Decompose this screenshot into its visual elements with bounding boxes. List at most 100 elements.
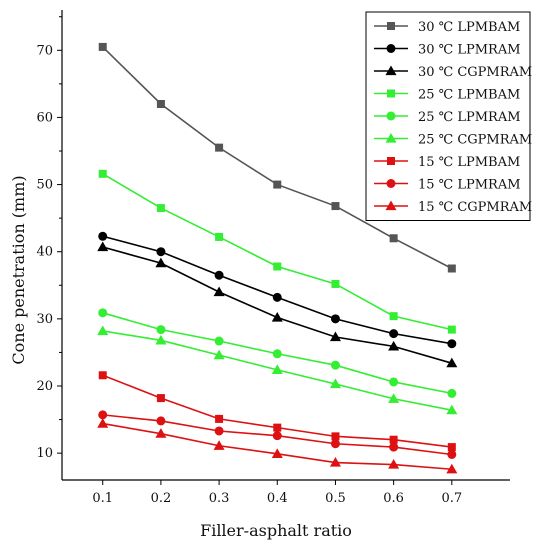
data-point <box>98 231 108 241</box>
data-point <box>98 169 107 178</box>
data-point <box>389 442 399 452</box>
legend-label: 15 ℃ LPMRAM <box>418 178 521 193</box>
legend-item: 15 ℃ LPMBAM <box>374 155 520 170</box>
y-tick-label: 70 <box>36 43 53 58</box>
legend-item: 30 ℃ LPMRAM <box>374 43 521 58</box>
y-axis-label: Cone penetration (mm) <box>9 175 28 364</box>
data-point <box>329 331 341 342</box>
x-tick-label: 0.6 <box>383 491 404 506</box>
x-tick-label: 0.2 <box>151 491 172 506</box>
data-point <box>389 234 398 243</box>
axes: Filler-asphalt ratio Cone penetration (m… <box>9 10 510 540</box>
data-point <box>271 312 283 322</box>
data-point <box>446 357 458 368</box>
legend-label: 30 ℃ CGPMRAM <box>418 65 532 80</box>
data-point <box>386 44 396 53</box>
data-point <box>330 439 340 449</box>
data-point <box>97 325 109 336</box>
data-point <box>446 404 458 415</box>
legend-item: 15 ℃ LPMRAM <box>374 178 521 193</box>
series <box>97 241 458 368</box>
data-point <box>97 418 109 428</box>
data-point <box>98 410 108 420</box>
legend-item: 25 ℃ LPMRAM <box>374 110 521 125</box>
data-point <box>155 428 167 438</box>
data-point <box>331 432 340 441</box>
data-point <box>387 89 395 98</box>
series <box>98 42 456 273</box>
data-point <box>98 308 108 318</box>
data-point <box>215 414 224 423</box>
legend-label: 30 ℃ LPMBAM <box>418 20 520 35</box>
series <box>98 169 456 334</box>
data-point <box>213 349 225 360</box>
data-point <box>386 111 396 121</box>
x-tick-label: 0.7 <box>441 491 462 506</box>
data-point <box>447 264 456 273</box>
data-point <box>271 364 283 375</box>
data-point <box>330 314 340 324</box>
data-point <box>447 325 456 334</box>
data-point <box>447 449 457 459</box>
legend: 30 ℃ LPMBAM 30 ℃ LPMRAM 30 ℃ CGPMRAM 25 ℃ L… <box>365 11 532 221</box>
data-point <box>156 416 166 426</box>
data-point <box>273 180 282 189</box>
data-point <box>156 394 165 403</box>
legend-item: 25 ℃ LPMBAM <box>374 88 520 103</box>
data-point <box>331 202 340 211</box>
y-tick-label: 30 <box>36 312 53 327</box>
series <box>98 410 457 459</box>
data-point <box>214 426 224 436</box>
data-point <box>388 340 400 351</box>
data-point <box>272 431 282 441</box>
y-tick-label: 50 <box>36 178 53 193</box>
data-point <box>329 378 341 389</box>
legend-item: 30 ℃ CGPMRAM <box>374 65 532 80</box>
legend-label: 30 ℃ LPMRAM <box>418 43 521 58</box>
x-tick-label: 0.1 <box>92 491 113 506</box>
data-point <box>215 232 224 241</box>
data-point <box>98 42 107 51</box>
data-point <box>98 371 107 380</box>
data-point <box>388 459 400 469</box>
plot-area <box>97 42 458 474</box>
data-point <box>386 179 396 188</box>
data-point <box>331 279 340 288</box>
legend-item: 30 ℃ LPMBAM <box>374 20 520 35</box>
legend-item: 25 ℃ CGPMRAM <box>374 133 532 148</box>
data-point <box>273 262 282 271</box>
data-point <box>389 435 398 444</box>
data-point <box>155 257 167 268</box>
data-point <box>273 423 282 432</box>
data-point <box>389 377 399 387</box>
series <box>98 371 456 452</box>
data-point <box>214 336 224 346</box>
data-point <box>155 334 167 345</box>
data-point <box>156 247 166 257</box>
legend-label: 15 ℃ CGPMRAM <box>418 200 532 215</box>
x-tick-label: 0.4 <box>267 491 288 506</box>
y-tick-label: 60 <box>36 110 53 125</box>
data-point <box>156 100 165 108</box>
data-point <box>97 241 109 252</box>
series <box>98 308 457 398</box>
data-point <box>156 325 166 335</box>
data-point <box>271 448 283 458</box>
data-point <box>389 329 399 339</box>
data-point <box>447 443 456 452</box>
series <box>97 325 458 415</box>
data-point <box>213 286 225 297</box>
legend-label: 25 ℃ CGPMRAM <box>418 133 532 148</box>
data-point <box>272 292 282 302</box>
data-point <box>385 133 397 143</box>
x-axis-label: Filler-asphalt ratio <box>200 521 352 540</box>
data-point <box>213 440 225 450</box>
data-point <box>329 457 341 467</box>
data-point <box>214 270 224 280</box>
x-tick-label: 0.3 <box>209 491 230 506</box>
data-point <box>389 312 398 321</box>
data-point <box>215 143 224 152</box>
data-point <box>330 360 340 370</box>
data-point <box>387 157 395 165</box>
